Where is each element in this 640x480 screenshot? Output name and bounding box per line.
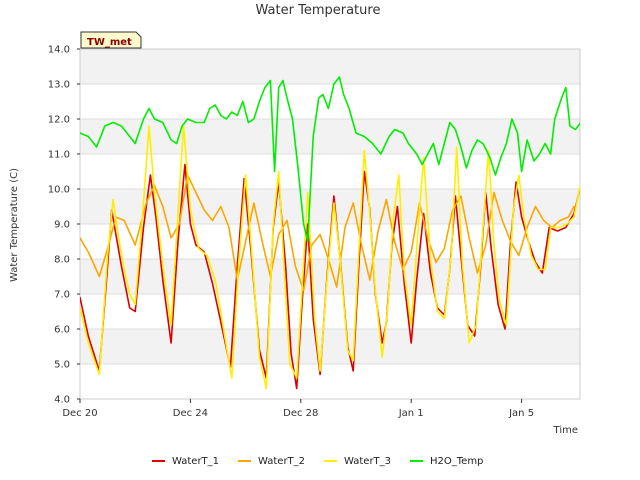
y-tick-label: 9.0 xyxy=(54,220,70,231)
x-tick-label: Dec 28 xyxy=(283,408,318,419)
chart-title: Water Temperature xyxy=(256,3,381,18)
series-lines xyxy=(80,76,580,390)
series-line-watert-3 xyxy=(80,125,580,390)
legend-label: H2O_Temp xyxy=(430,456,483,467)
legend-label: WaterT_2 xyxy=(258,456,305,467)
station-badge: TW_met xyxy=(80,31,142,49)
series-line-h2o-temp xyxy=(80,76,580,243)
y-axis-ticks: 4.0 5.0 6.0 7.0 8.0 9.0 10.0 11.0 12.0 13.0 14.0 xyxy=(48,45,80,406)
y-tick-label: 4.0 xyxy=(54,395,70,406)
y-tick-label: 14.0 xyxy=(48,45,70,56)
x-tick-label: Jan 5 xyxy=(508,408,534,419)
plot-band xyxy=(80,49,580,84)
y-tick-label: 11.0 xyxy=(48,150,70,161)
x-axis-label: Time xyxy=(553,425,578,436)
y-tick-label: 8.0 xyxy=(54,255,70,266)
x-tick-label: Dec 24 xyxy=(173,408,208,419)
station-badge-box xyxy=(80,31,142,49)
legend-label: WaterT_1 xyxy=(172,456,219,467)
plot-band xyxy=(80,329,580,364)
legend: WaterT_1 WaterT_2 WaterT_3 H2O_Temp xyxy=(152,456,483,467)
x-tick-label: Dec 20 xyxy=(62,408,97,419)
legend-label: WaterT_3 xyxy=(344,456,391,467)
x-axis-ticks: Dec 20 Dec 24 Dec 28 Jan 1 Jan 5 xyxy=(62,399,534,419)
y-tick-label: 12.0 xyxy=(48,115,70,126)
y-tick-label: 7.0 xyxy=(54,290,70,301)
y-tick-label: 10.0 xyxy=(48,185,70,196)
series-line-watert-2 xyxy=(80,174,575,292)
y-tick-label: 5.0 xyxy=(54,360,70,371)
station-label: TW_met xyxy=(87,37,132,48)
y-tick-label: 13.0 xyxy=(48,80,70,91)
y-axis-label: Water Temperature (C) xyxy=(9,168,20,282)
y-tick-label: 6.0 xyxy=(54,325,70,336)
x-tick-label: Jan 1 xyxy=(398,408,424,419)
